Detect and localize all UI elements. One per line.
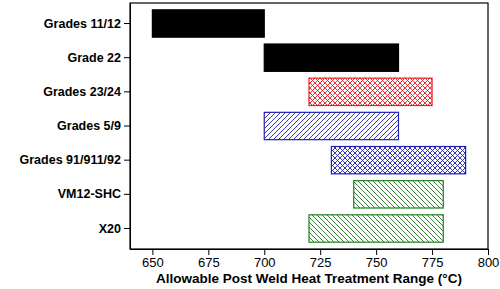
y-tick: Grades 11/12 — [44, 17, 130, 31]
x-tick: 750 — [366, 249, 388, 270]
y-tick: Grade 22 — [67, 51, 130, 65]
x-tick-mark — [152, 249, 153, 255]
range-bar — [309, 215, 443, 242]
x-axis-line — [131, 249, 489, 250]
range-bar — [331, 147, 465, 174]
y-tick-label: VM12-SHC — [58, 187, 121, 201]
range-bar — [354, 181, 444, 208]
x-tick-mark — [488, 249, 489, 255]
x-tick: 775 — [422, 249, 444, 270]
x-tick: 650 — [142, 249, 164, 270]
y-axis: Grades 11/12 Grade 22 Grades 23/24 Grades 5… — [20, 4, 131, 250]
x-tick-mark — [320, 249, 321, 255]
range-bar — [264, 112, 398, 139]
y-tick-mark — [124, 126, 130, 127]
y-tick: Grades 23/24 — [43, 85, 130, 99]
y-tick-mark — [124, 194, 130, 195]
y-tick-label: Grades 5/9 — [57, 119, 121, 133]
x-tick-mark — [376, 249, 377, 255]
x-tick-label: 775 — [422, 255, 444, 270]
y-tick-mark — [124, 57, 130, 58]
plot-frame — [130, 3, 488, 249]
x-tick: 725 — [310, 249, 332, 270]
x-tick: 675 — [198, 249, 220, 270]
chart: 650 675 700 725 750 775 800 Grades 11/12 Grade 2… — [0, 0, 500, 289]
y-tick-mark — [124, 23, 130, 24]
y-tick: X20 — [99, 222, 130, 236]
x-tick: 700 — [254, 249, 276, 270]
x-axis-title: Allowable Post Weld Heat Treatment Range… — [156, 271, 462, 286]
y-tick-label: X20 — [99, 222, 121, 236]
y-tick: Grades 5/9 — [57, 119, 130, 133]
y-tick-label: Grades 11/12 — [44, 17, 121, 31]
x-tick-label: 675 — [198, 255, 220, 270]
x-tick-mark — [264, 249, 265, 255]
y-tick-mark — [124, 91, 130, 92]
y-tick-label: Grades 23/24 — [43, 85, 121, 99]
y-tick-mark — [124, 160, 130, 161]
x-tick-label: 750 — [366, 255, 388, 270]
y-tick-mark — [124, 228, 130, 229]
bars — [152, 10, 465, 242]
x-tick-mark — [208, 249, 209, 255]
y-tick: Grades 91/911/92 — [20, 153, 130, 167]
x-tick-label: 725 — [310, 255, 332, 270]
x-tick-label: 700 — [254, 255, 276, 270]
x-axis: 650 675 700 725 750 775 800 — [131, 249, 500, 270]
range-bar — [152, 10, 264, 37]
y-tick-label: Grade 22 — [67, 51, 121, 65]
x-tick: 800 — [478, 249, 500, 270]
plot: 650 675 700 725 750 775 800 Grades 11/12 Grade 2… — [20, 3, 500, 270]
x-tick-label: 650 — [142, 255, 164, 270]
y-tick: VM12-SHC — [58, 187, 130, 201]
y-tick-label: Grades 91/911/92 — [20, 153, 122, 167]
range-bar — [264, 44, 398, 71]
x-tick-mark — [432, 249, 433, 255]
y-axis-line — [130, 4, 131, 250]
x-tick-label: 800 — [478, 255, 500, 270]
range-bar — [309, 78, 432, 105]
